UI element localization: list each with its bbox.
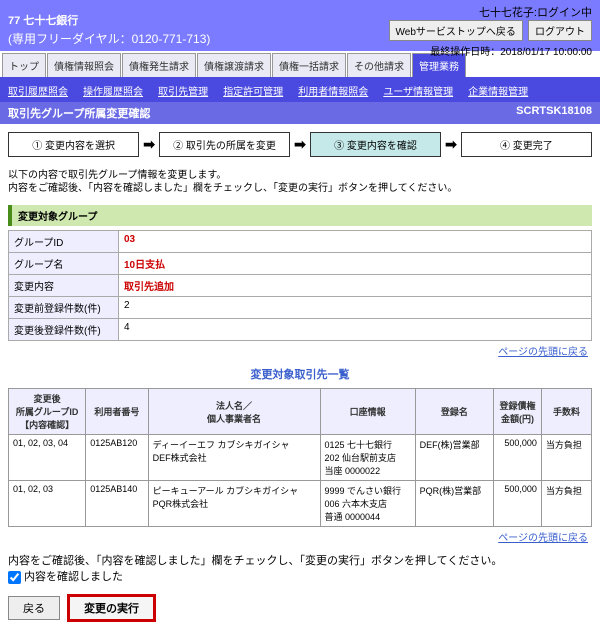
tab-batch[interactable]: 債権一括請求 [272, 53, 346, 77]
page-code: SCRTSK18108 [516, 105, 592, 121]
step-3: ③ 変更内容を確認 [310, 132, 441, 157]
arrow-icon: ➡ [445, 136, 457, 153]
execute-button[interactable]: 変更の実行 [67, 594, 156, 622]
list-table: 変更後 所属グループID 【内容確認】 利用者番号 法人名／ 個人事業者名 口座… [8, 388, 592, 527]
subnav-link[interactable]: 企業情報管理 [468, 87, 528, 98]
step-1: ① 変更内容を選択 [8, 132, 139, 157]
page-top-link[interactable]: ページの先頭に戻る [498, 533, 588, 544]
step-2: ② 取引先の所属を変更 [159, 132, 290, 157]
tab-inquiry[interactable]: 債権情報照会 [47, 53, 121, 77]
user-info: 七十七花子:ログイン中 [387, 4, 592, 20]
confirm-block: 内容をご確認後、「内容を確認しました」欄をチェックし、「変更の実行」ボタンを押し… [0, 546, 600, 590]
group-label: 変更後登録件数(件) [9, 319, 119, 341]
group-value: 2 [119, 297, 592, 319]
col-head: 変更後 所属グループID 【内容確認】 [9, 389, 86, 435]
arrow-icon: ➡ [143, 136, 155, 153]
header: 77 七十七銀行 (専用フリーダイヤル：0120-771-713) 七十七花子:… [0, 0, 600, 51]
col-head: 登録債権 金額(円) [494, 389, 542, 435]
confirm-checkbox-label[interactable]: 内容を確認しました [8, 571, 123, 583]
group-label: グループ名 [9, 253, 119, 275]
group-label: 変更内容 [9, 275, 119, 297]
subnav-link[interactable]: 操作履歴照会 [83, 87, 143, 98]
table-row: 01, 02, 03, 04 0125AB120 ディーイーエフ カブシキガイシ… [9, 435, 592, 481]
group-value: 03 [119, 231, 592, 253]
subnav-link[interactable]: 取引履歴照会 [8, 87, 68, 98]
back-button[interactable]: 戻る [8, 596, 60, 620]
action-bar: 戻る 変更の実行 [0, 590, 600, 626]
confirm-note: 内容をご確認後、「内容を確認しました」欄をチェックし、「変更の実行」ボタンを押し… [8, 552, 592, 568]
group-label: 変更前登録件数(件) [9, 297, 119, 319]
tab-issue[interactable]: 債権発生請求 [122, 53, 196, 77]
subnav-link[interactable]: 利用者情報照会 [298, 87, 368, 98]
group-section-head: 変更対象グループ [8, 205, 592, 226]
group-value: 取引先追加 [119, 275, 592, 297]
group-table: グループID03 グループ名10日支払 変更内容取引先追加 変更前登録件数(件)… [8, 230, 592, 341]
logout-button[interactable]: ログアウト [528, 20, 592, 41]
col-head: 利用者番号 [86, 389, 148, 435]
bank-logo: 77 七十七銀行 [8, 4, 78, 30]
group-label: グループID [9, 231, 119, 253]
col-head: 手数料 [541, 389, 591, 435]
page-title-bar: 取引先グループ所属変更確認 SCRTSK18108 [0, 102, 600, 124]
tab-transfer[interactable]: 債権譲渡請求 [197, 53, 271, 77]
col-head: 登録名 [415, 389, 493, 435]
subnav: 取引履歴照会 操作履歴照会 取引先管理 指定許可管理 利用者情報照会 ユーザ情報… [0, 79, 600, 102]
header-right: 七十七花子:ログイン中 Webサービストップへ戻る ログアウト 最終操作日時：2… [387, 4, 592, 58]
arrow-icon: ➡ [294, 136, 306, 153]
instruction-note: 以下の内容で取引先グループ情報を変更します。 内容をご確認後、「内容を確認しまし… [0, 165, 600, 199]
col-head: 口座情報 [320, 389, 415, 435]
list-title: 変更対象取引先一覧 [0, 360, 600, 388]
confirm-checkbox[interactable] [8, 571, 21, 584]
col-head: 法人名／ 個人事業者名 [148, 389, 320, 435]
subnav-link[interactable]: 指定許可管理 [223, 87, 283, 98]
group-value: 4 [119, 319, 592, 341]
timestamp: 最終操作日時：2018/01/17 10:00:00 [387, 43, 592, 58]
table-row: 01, 02, 03 0125AB140 ピーキューアール カブシキガイシャ P… [9, 481, 592, 527]
step-4: ④ 変更完了 [461, 132, 592, 157]
subnav-link[interactable]: 取引先管理 [158, 87, 208, 98]
page-title: 取引先グループ所属変更確認 [8, 105, 150, 121]
group-value: 10日支払 [119, 253, 592, 275]
web-top-button[interactable]: Webサービストップへ戻る [389, 20, 523, 41]
tab-top[interactable]: トップ [2, 53, 46, 77]
step-indicator: ① 変更内容を選択 ➡ ② 取引先の所属を変更 ➡ ③ 変更内容を確認 ➡ ④ … [0, 124, 600, 165]
page-top-link[interactable]: ページの先頭に戻る [498, 347, 588, 358]
subnav-link[interactable]: ユーザ情報管理 [383, 87, 453, 98]
